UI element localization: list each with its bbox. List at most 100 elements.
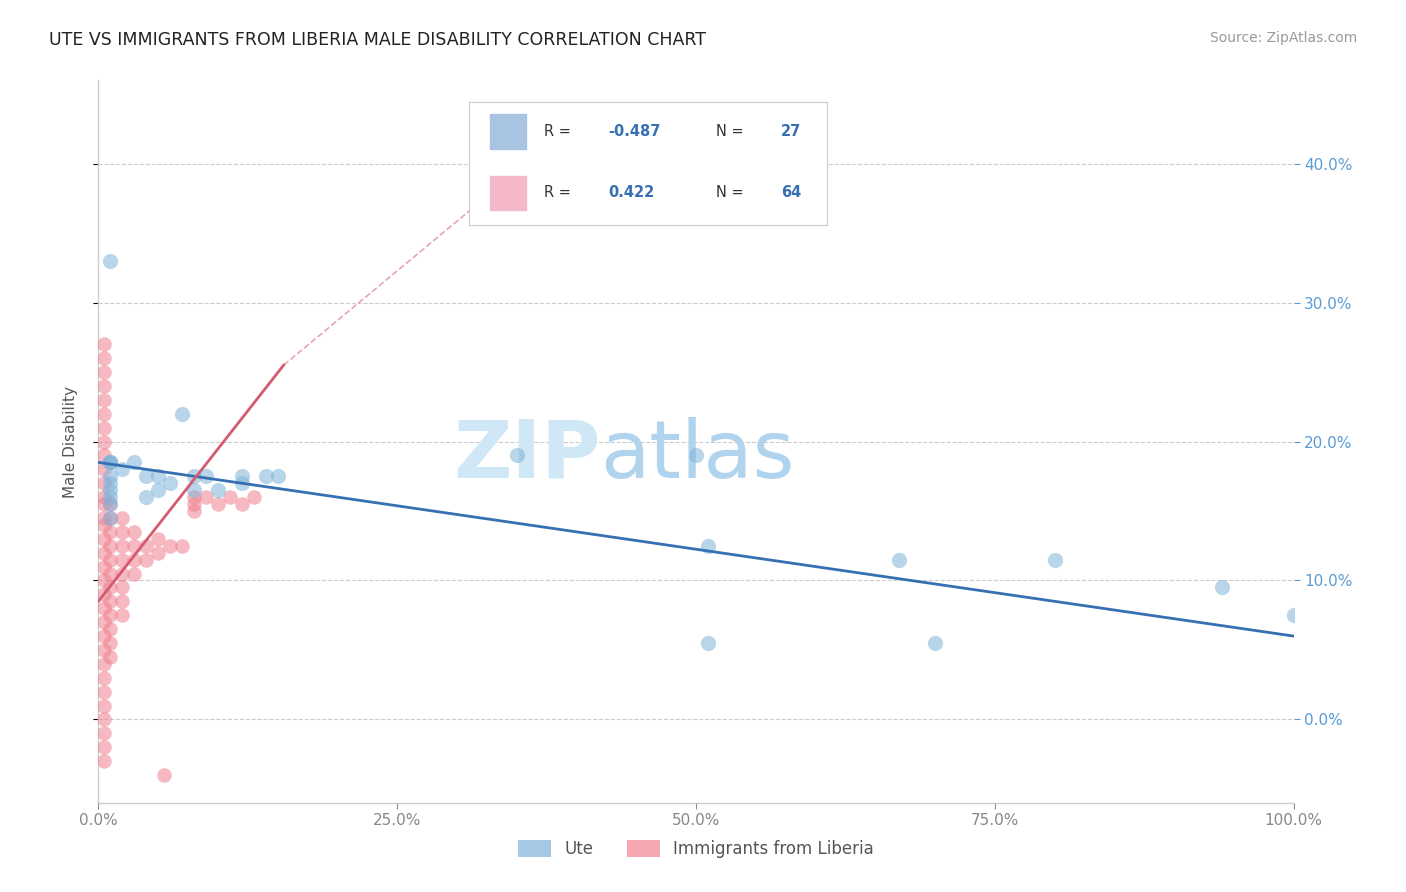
Point [111,581,134,595]
Point [207,483,229,498]
Point [98,455,122,469]
Point [98,622,122,636]
Point [93,657,115,671]
Point [93,462,115,476]
Point [124,539,146,553]
Point [183,483,205,498]
Point [231,476,253,491]
Point [111,462,134,476]
Point [93,420,115,434]
Point [135,539,157,553]
Point [93,601,115,615]
Point [159,539,181,553]
Point [111,594,134,608]
Point [111,539,134,553]
Point [172,407,194,421]
Point [183,497,205,511]
Point [148,532,170,546]
Text: Source: ZipAtlas.com: Source: ZipAtlas.com [1209,31,1357,45]
Point [697,539,720,553]
Point [195,490,218,504]
Point [111,552,134,566]
Point [98,511,122,525]
Point [231,469,253,483]
Point [111,511,134,525]
Point [93,629,115,643]
Point [159,476,181,491]
Point [93,365,115,379]
Point [98,490,122,504]
Point [98,552,122,566]
Point [93,511,115,525]
Point [889,552,911,566]
Point [93,490,115,504]
Point [93,643,115,657]
Point [98,539,122,553]
Point [98,497,122,511]
Point [98,497,122,511]
Point [685,449,707,463]
Point [924,636,946,650]
Point [111,566,134,581]
Point [93,476,115,491]
Point [93,587,115,601]
Point [1043,552,1066,566]
Point [124,455,146,469]
Text: UTE VS IMMIGRANTS FROM LIBERIA MALE DISABILITY CORRELATION CHART: UTE VS IMMIGRANTS FROM LIBERIA MALE DISA… [49,31,706,49]
Point [243,490,266,504]
Point [219,490,242,504]
Point [697,636,720,650]
Point [93,698,115,713]
Point [93,574,115,588]
Point [93,449,115,463]
Point [124,552,146,566]
Point [98,608,122,623]
Point [98,469,122,483]
Point [207,497,229,511]
Point [183,504,205,518]
Point [93,615,115,630]
Point [93,671,115,685]
Point [148,483,170,498]
Point [98,524,122,539]
Point [267,469,290,483]
Text: atlas: atlas [600,417,794,495]
Point [93,754,115,768]
Point [135,552,157,566]
Point [148,469,170,483]
Point [93,434,115,449]
Point [93,713,115,727]
Point [98,594,122,608]
Point [111,524,134,539]
Point [98,511,122,525]
Point [135,469,157,483]
Point [124,524,146,539]
Legend: Ute, Immigrants from Liberia: Ute, Immigrants from Liberia [509,832,883,867]
Point [93,351,115,366]
Point [195,469,218,483]
Point [1282,608,1305,623]
Point [93,379,115,393]
Point [98,581,122,595]
Point [183,490,205,504]
Point [93,392,115,407]
Point [98,566,122,581]
Point [1211,581,1233,595]
Point [98,253,122,268]
Point [98,476,122,491]
Point [93,726,115,740]
Point [98,649,122,664]
Point [93,407,115,421]
Point [231,497,253,511]
Point [148,546,170,560]
Point [124,566,146,581]
Text: ZIP: ZIP [453,417,600,495]
Point [93,532,115,546]
Point [98,636,122,650]
Point [98,455,122,469]
Point [111,608,134,623]
Point [93,684,115,698]
Point [93,546,115,560]
Point [153,768,176,782]
Point [93,337,115,351]
